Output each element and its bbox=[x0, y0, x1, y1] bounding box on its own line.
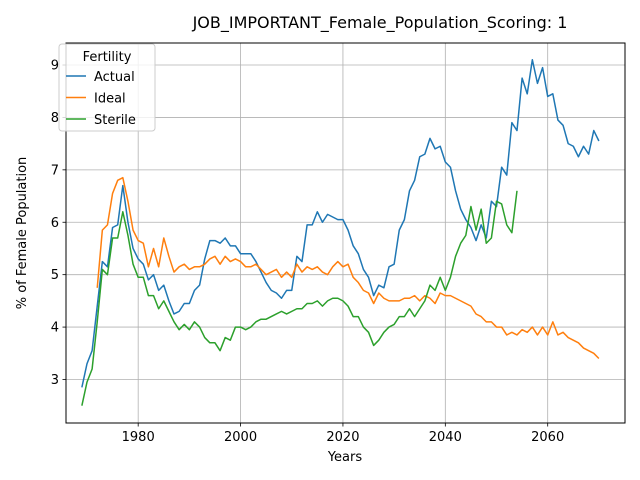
x-tick-label: 2000 bbox=[224, 430, 257, 445]
y-tick-label: 8 bbox=[51, 111, 59, 126]
y-tick-label: 4 bbox=[51, 321, 59, 336]
y-tick-label: 3 bbox=[51, 373, 59, 388]
series-line-actual bbox=[81, 59, 600, 388]
legend-label-actual: Actual bbox=[94, 70, 135, 85]
x-tick-label: 2040 bbox=[429, 430, 462, 445]
y-axis-label: % of Female Population bbox=[15, 157, 30, 310]
x-tick-label: 2020 bbox=[326, 430, 359, 445]
grid bbox=[66, 43, 625, 423]
legend-entries: Actual Ideal Sterile bbox=[66, 70, 136, 128]
series-line-sterile bbox=[81, 190, 518, 406]
legend-label-sterile: Sterile bbox=[94, 113, 136, 128]
legend-title: Fertility bbox=[83, 50, 132, 65]
x-axis-label: Years bbox=[327, 450, 363, 465]
x-tick-label: 1980 bbox=[122, 430, 155, 445]
y-tick-label: 9 bbox=[51, 59, 59, 74]
series-lines bbox=[81, 59, 600, 406]
y-tick-label: 6 bbox=[51, 216, 59, 231]
plot-area-frame bbox=[65, 42, 626, 424]
chart-title: JOB_IMPORTANT_Female_Population_Scoring:… bbox=[192, 13, 568, 33]
series-line-ideal bbox=[96, 176, 600, 360]
y-tick-label: 7 bbox=[51, 163, 59, 178]
legend-label-ideal: Ideal bbox=[94, 92, 126, 107]
legend: Fertility Actual Ideal Sterile bbox=[58, 43, 156, 132]
x-tick-label: 2060 bbox=[531, 430, 564, 445]
legend-box bbox=[58, 43, 156, 132]
y-tick-label: 5 bbox=[51, 268, 59, 283]
x-axis-ticks: 1980 2000 2020 2040 2060 bbox=[122, 423, 564, 445]
